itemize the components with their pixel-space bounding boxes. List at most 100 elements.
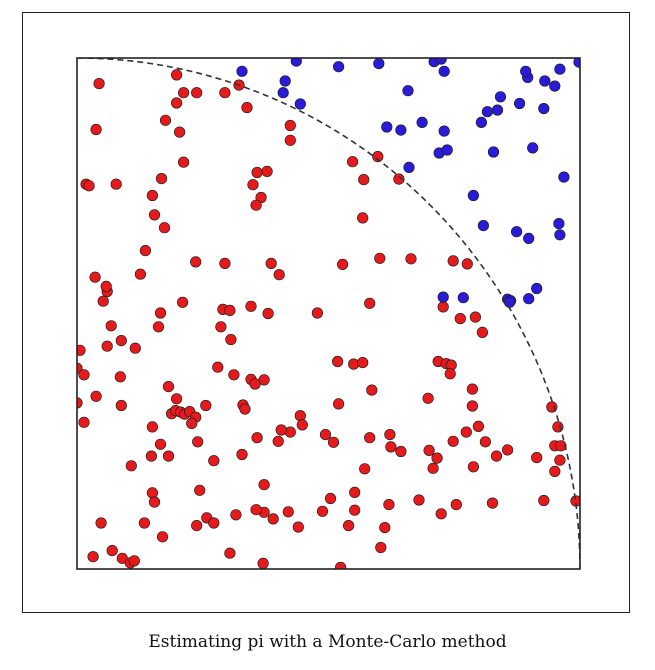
inside-point [90,123,102,136]
inside-point [83,180,95,192]
inside-point [335,561,347,569]
outside-point [279,75,291,87]
inside-point [87,551,99,563]
inside-point [110,178,122,190]
inside-point [154,307,167,319]
inside-point [469,311,482,323]
inside-point [128,555,140,567]
inside-point [177,296,189,308]
inside-point [327,436,340,448]
inside-point [152,321,165,333]
inside-point [146,421,158,433]
inside-point [191,87,203,99]
inside-point [97,295,109,307]
inside-point [129,342,141,354]
outside-point [438,65,450,77]
outside-point [467,189,480,202]
outside-point [441,144,453,156]
inside-point [437,301,449,313]
inside-point [148,496,161,508]
figure-frame [22,12,630,613]
outside-point [236,65,248,77]
inside-point [316,505,329,517]
inside-point [364,297,376,309]
inside-point [89,271,101,283]
inside-point [100,280,112,293]
outside-point [531,282,543,295]
outside-point [487,146,500,158]
inside-point [115,335,127,347]
inside-point [245,300,257,312]
inside-point [191,519,203,532]
inside-point [364,432,376,444]
outside-point [402,85,414,97]
outside-point [290,58,302,67]
inside-point [156,531,169,543]
inside-point [138,517,150,529]
inside-point [251,166,263,179]
inside-point [265,257,277,269]
plot-area-border [76,57,581,570]
outside-point [435,58,447,65]
inside-point [375,541,387,554]
outside-point [494,91,507,103]
inside-point [490,450,503,462]
outside-point [511,226,523,238]
inside-point [148,209,161,221]
inside-point [159,114,172,126]
inside-point [171,69,183,81]
inside-point [78,369,90,381]
scatter-plot [76,57,581,570]
inside-point [190,256,202,268]
inside-point [208,517,220,529]
inside-point [282,506,294,518]
outside-point [457,292,469,304]
outside-point [514,97,526,110]
inside-point [267,513,279,525]
outside-point [523,232,535,244]
inside-point [486,497,499,509]
inside-point [139,245,151,257]
inside-point [444,368,456,380]
inside-point [171,97,183,109]
inside-point [174,126,186,138]
inside-point [262,307,274,320]
inside-point [466,400,479,412]
inside-point [343,519,355,532]
inside-point [275,424,287,436]
inside-point [251,432,263,444]
inside-point [250,504,262,516]
inside-point [349,504,361,516]
outside-point [333,61,345,73]
inside-point [357,212,369,224]
outside-point [539,75,551,87]
inside-point [294,410,306,422]
inside-point [395,445,407,458]
inside-point [357,357,369,369]
inside-point [154,438,167,450]
inside-point [146,189,158,202]
inside-point [250,199,262,211]
inside-point [284,426,296,438]
outside-point [481,106,494,118]
inside-point [413,494,425,506]
inside-point [224,304,236,317]
inside-point [186,417,198,430]
outside-point [475,116,488,128]
inside-point [284,134,296,146]
inside-point [552,421,564,433]
inside-point [531,452,543,464]
inside-point [77,344,86,356]
inside-point [145,450,157,462]
inside-point [225,334,237,346]
inside-point [257,557,269,569]
inside-point [447,435,459,447]
inside-point [115,399,127,412]
outside-point [403,161,415,173]
inside-point [93,77,105,90]
outside-point [437,291,449,303]
inside-point [292,521,304,533]
inside-point [502,444,514,456]
outside-point [491,104,504,116]
inside-point [90,390,102,402]
